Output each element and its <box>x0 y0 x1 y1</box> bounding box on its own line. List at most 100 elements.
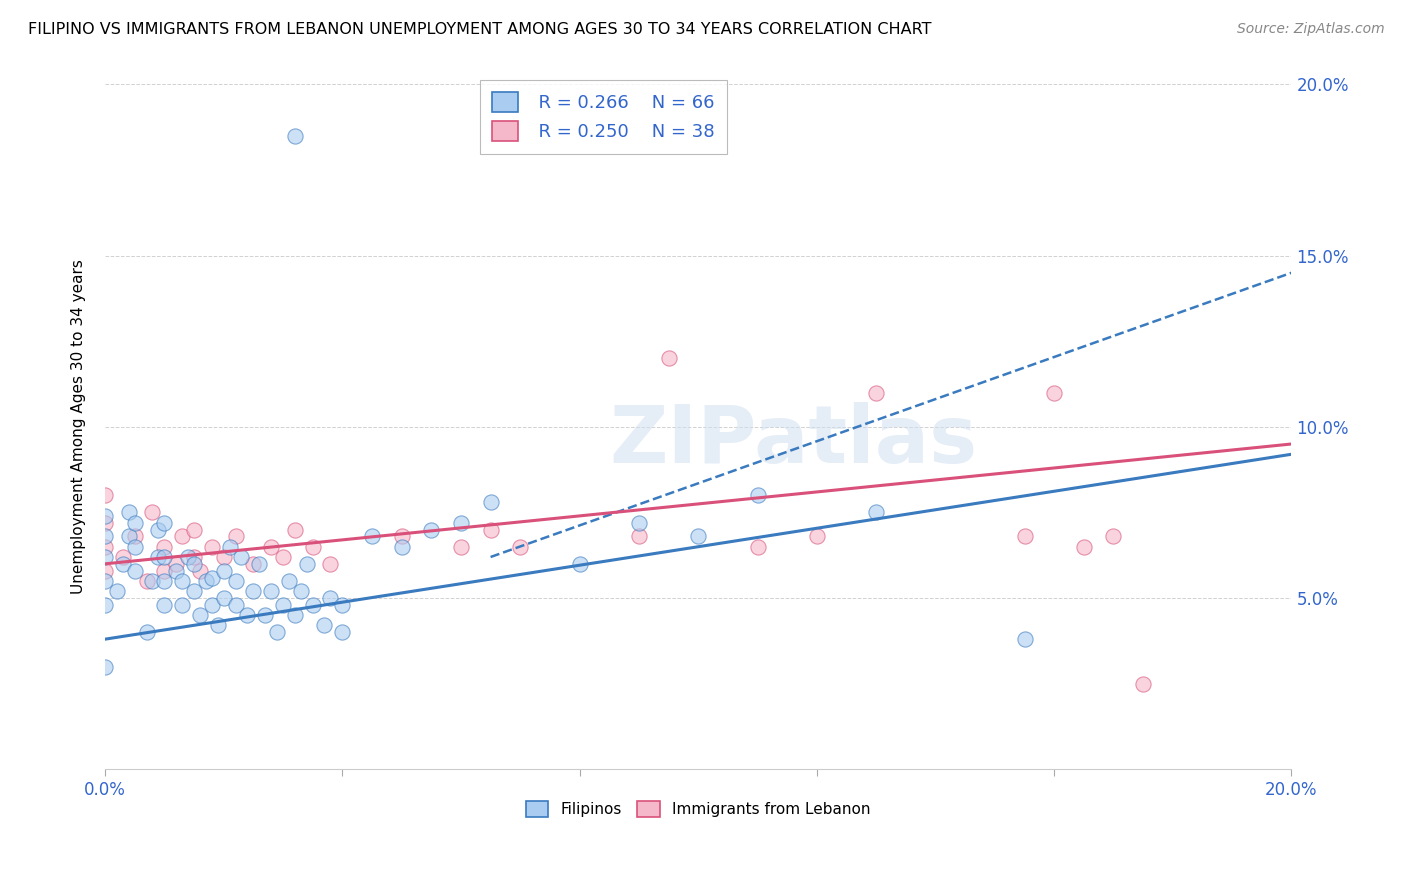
Point <box>183 523 205 537</box>
Point <box>105 584 128 599</box>
Point <box>183 549 205 564</box>
Point <box>218 540 240 554</box>
Point <box>509 540 531 554</box>
Point <box>177 549 200 564</box>
Point <box>242 584 264 599</box>
Point <box>212 591 235 606</box>
Point <box>391 529 413 543</box>
Point <box>212 549 235 564</box>
Point <box>135 625 157 640</box>
Point <box>183 584 205 599</box>
Text: ZIPatlas: ZIPatlas <box>609 401 977 480</box>
Point <box>153 598 176 612</box>
Point <box>172 598 194 612</box>
Point <box>330 625 353 640</box>
Point <box>201 598 224 612</box>
Point <box>188 564 211 578</box>
Point <box>153 574 176 588</box>
Point <box>124 529 146 543</box>
Point <box>568 557 591 571</box>
Point <box>124 564 146 578</box>
Y-axis label: Unemployment Among Ages 30 to 34 years: Unemployment Among Ages 30 to 34 years <box>72 260 86 594</box>
Point <box>290 584 312 599</box>
Point <box>254 608 277 623</box>
Point <box>153 516 176 530</box>
Point <box>295 557 318 571</box>
Legend: Filipinos, Immigrants from Lebanon: Filipinos, Immigrants from Lebanon <box>519 795 877 823</box>
Point <box>236 608 259 623</box>
Point <box>260 584 283 599</box>
Point <box>231 549 253 564</box>
Point <box>450 540 472 554</box>
Point <box>148 523 170 537</box>
Point <box>153 564 176 578</box>
Point <box>747 488 769 502</box>
Point <box>188 608 211 623</box>
Point <box>118 506 141 520</box>
Point <box>94 540 117 554</box>
Point <box>1043 385 1066 400</box>
Point <box>688 529 710 543</box>
Point <box>1014 632 1036 647</box>
Point <box>319 591 342 606</box>
Point <box>153 540 176 554</box>
Point <box>627 529 650 543</box>
Point <box>141 506 163 520</box>
Point <box>1014 529 1036 543</box>
Point <box>135 574 157 588</box>
Point <box>271 598 294 612</box>
Point <box>865 506 887 520</box>
Point <box>94 529 117 543</box>
Text: FILIPINO VS IMMIGRANTS FROM LEBANON UNEMPLOYMENT AMONG AGES 30 TO 34 YEARS CORRE: FILIPINO VS IMMIGRANTS FROM LEBANON UNEM… <box>28 22 932 37</box>
Point <box>124 516 146 530</box>
Point <box>242 557 264 571</box>
Point <box>284 608 307 623</box>
Point <box>1073 540 1095 554</box>
Point <box>247 557 270 571</box>
Point <box>301 540 323 554</box>
Point <box>1132 676 1154 690</box>
Point <box>479 495 502 509</box>
Point <box>94 508 117 523</box>
Point <box>201 540 224 554</box>
Point <box>118 529 141 543</box>
Point <box>165 564 187 578</box>
Point <box>361 529 384 543</box>
Point <box>94 516 117 530</box>
Point <box>148 549 170 564</box>
Point <box>806 529 828 543</box>
Point <box>391 540 413 554</box>
Point <box>1102 529 1125 543</box>
Point <box>627 516 650 530</box>
Point <box>224 574 246 588</box>
Point <box>224 598 246 612</box>
Point <box>94 598 117 612</box>
Point <box>284 523 307 537</box>
Point <box>260 540 283 554</box>
Point <box>94 574 117 588</box>
Point <box>212 564 235 578</box>
Point <box>277 574 299 588</box>
Point <box>165 557 187 571</box>
Point <box>172 574 194 588</box>
Point <box>747 540 769 554</box>
Point <box>183 557 205 571</box>
Point <box>314 618 336 632</box>
Point <box>201 570 224 584</box>
Point <box>271 549 294 564</box>
Point <box>319 557 342 571</box>
Point <box>330 598 353 612</box>
Point <box>153 549 176 564</box>
Point <box>420 523 443 537</box>
Text: Source: ZipAtlas.com: Source: ZipAtlas.com <box>1237 22 1385 37</box>
Point <box>111 549 134 564</box>
Point <box>94 659 117 673</box>
Point <box>479 523 502 537</box>
Point <box>284 128 307 143</box>
Point <box>124 540 146 554</box>
Point <box>94 488 117 502</box>
Point <box>207 618 229 632</box>
Point <box>658 351 681 366</box>
Point <box>865 385 887 400</box>
Point <box>94 564 117 578</box>
